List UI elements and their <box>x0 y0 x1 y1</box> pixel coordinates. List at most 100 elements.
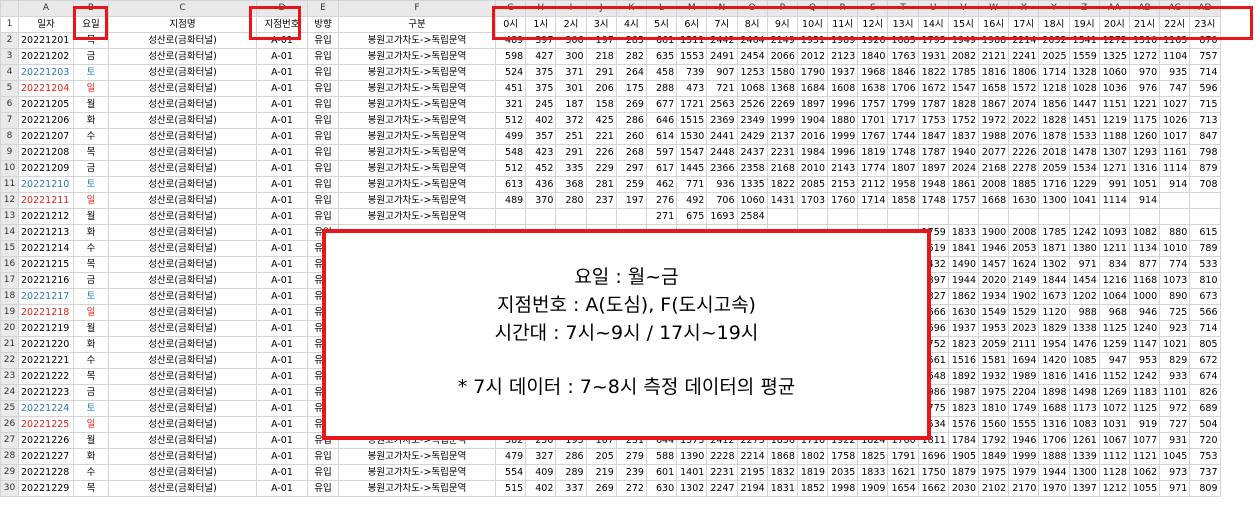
hour-value-cell[interactable]: 1051 <box>1128 176 1161 193</box>
date-cell[interactable]: 20221220 <box>18 336 74 353</box>
hour-value-cell[interactable]: 588 <box>645 448 678 465</box>
direction-cell[interactable]: 유입 <box>307 48 339 65</box>
hour-value-cell[interactable]: 1861 <box>947 176 980 193</box>
hour-value-cell[interactable]: 1867 <box>977 96 1010 113</box>
hour-value-cell[interactable]: 1478 <box>1068 144 1100 161</box>
hour-value-cell[interactable]: 458 <box>645 64 678 81</box>
hour-value-cell[interactable]: 205 <box>585 448 617 465</box>
site-name-cell[interactable]: 성산로(금화터널) <box>108 208 257 225</box>
hour-value-cell[interactable]: 1752 <box>947 112 980 129</box>
hour-value-cell[interactable]: 597 <box>645 144 678 161</box>
column-header-d[interactable]: D <box>256 0 308 17</box>
hour-value-cell[interactable]: 1989 <box>827 32 859 49</box>
direction-cell[interactable]: 유입 <box>307 160 339 177</box>
hour-value-cell[interactable]: 1219 <box>1098 112 1130 129</box>
hour-value-cell[interactable]: 933 <box>1159 368 1191 385</box>
hour-value-cell[interactable]: 1898 <box>1038 384 1070 401</box>
route-cell[interactable]: 봉원고가차도->독립문역 <box>338 464 496 481</box>
date-cell[interactable]: 20221216 <box>18 272 74 289</box>
row-number[interactable]: 29 <box>0 464 19 481</box>
hour-value-cell[interactable]: 1787 <box>917 144 949 161</box>
weekday-cell[interactable]: 수 <box>73 352 109 369</box>
hour-value-cell[interactable]: 2077 <box>977 144 1010 161</box>
hour-value-cell[interactable]: 375 <box>525 80 557 97</box>
hour-value-cell[interactable]: 714 <box>1189 64 1221 81</box>
header-cell[interactable]: 13시 <box>887 16 919 33</box>
hour-value-cell[interactable]: 2491 <box>706 48 738 65</box>
hour-value-cell[interactable]: 269 <box>615 96 647 113</box>
header-cell[interactable]: 5시 <box>645 16 678 33</box>
weekday-cell[interactable]: 목 <box>73 256 109 273</box>
weekday-cell[interactable]: 토 <box>73 176 109 193</box>
column-header-c[interactable]: C <box>108 0 257 17</box>
hour-value-cell[interactable]: 1328 <box>1068 64 1100 81</box>
site-code-cell[interactable]: A-01 <box>256 464 308 481</box>
direction-cell[interactable]: 유입 <box>307 144 339 161</box>
hour-value-cell[interactable]: 1630 <box>947 304 980 321</box>
hour-value-cell[interactable]: 936 <box>706 176 738 193</box>
hour-value-cell[interactable]: 1988 <box>977 128 1010 145</box>
hour-value-cell[interactable]: 630 <box>645 480 678 497</box>
site-code-cell[interactable]: A-01 <box>256 432 308 449</box>
header-cell[interactable]: 20시 <box>1098 16 1130 33</box>
hour-value-cell[interactable]: 175 <box>615 80 647 97</box>
hour-value-cell[interactable] <box>827 208 859 225</box>
hour-value-cell[interactable]: 335 <box>555 160 587 177</box>
hour-value-cell[interactable]: 1067 <box>1098 432 1130 449</box>
hour-value-cell[interactable]: 1721 <box>676 96 708 113</box>
header-cell[interactable]: 요일 <box>73 16 109 33</box>
row-number[interactable]: 23 <box>0 368 19 385</box>
hour-value-cell[interactable]: 1026 <box>1159 112 1191 129</box>
hour-value-cell[interactable]: 972 <box>1159 400 1191 417</box>
column-header-e[interactable]: E <box>307 0 339 17</box>
row-number[interactable]: 30 <box>0 480 19 497</box>
hour-value-cell[interactable] <box>1068 208 1100 225</box>
weekday-cell[interactable]: 일 <box>73 416 109 433</box>
hour-value-cell[interactable]: 1401 <box>676 464 708 481</box>
hour-value-cell[interactable]: 615 <box>1189 224 1221 241</box>
header-cell[interactable]: 지점번호 <box>256 16 308 33</box>
hour-value-cell[interactable]: 1828 <box>1038 112 1070 129</box>
header-cell[interactable]: 14시 <box>917 16 949 33</box>
hour-value-cell[interactable]: 1931 <box>917 48 949 65</box>
site-code-cell[interactable]: A-01 <box>256 400 308 417</box>
hour-value-cell[interactable]: 1841 <box>947 240 980 257</box>
date-cell[interactable]: 20221224 <box>18 400 74 417</box>
hour-value-cell[interactable]: 805 <box>1189 336 1221 353</box>
hour-value-cell[interactable]: 1784 <box>947 432 980 449</box>
hour-value-cell[interactable]: 297 <box>615 160 647 177</box>
hour-value-cell[interactable]: 1031 <box>1098 416 1130 433</box>
site-name-cell[interactable]: 성산로(금화터널) <box>108 448 257 465</box>
header-cell[interactable]: 0시 <box>494 16 527 33</box>
weekday-cell[interactable]: 화 <box>73 224 109 241</box>
hour-value-cell[interactable]: 1932 <box>977 368 1010 385</box>
hour-value-cell[interactable]: 1760 <box>827 192 859 209</box>
hour-value-cell[interactable]: 2143 <box>827 160 859 177</box>
hour-value-cell[interactable]: 1878 <box>1038 128 1070 145</box>
weekday-cell[interactable]: 목 <box>73 368 109 385</box>
column-header-s[interactable]: S <box>857 0 889 17</box>
hour-value-cell[interactable]: 206 <box>585 80 617 97</box>
hour-value-cell[interactable]: 721 <box>706 80 738 97</box>
column-header-l[interactable]: L <box>645 0 678 17</box>
site-name-cell[interactable]: 성산로(금화터널) <box>108 224 257 241</box>
header-cell[interactable]: 22시 <box>1159 16 1191 33</box>
weekday-cell[interactable]: 금 <box>73 48 109 65</box>
hour-value-cell[interactable]: 1457 <box>977 256 1010 273</box>
hour-value-cell[interactable]: 2085 <box>796 176 829 193</box>
hour-value-cell[interactable]: 1703 <box>796 192 829 209</box>
hour-value-cell[interactable]: 1310 <box>1128 32 1161 49</box>
hour-value-cell[interactable]: 1837 <box>947 128 980 145</box>
hour-value-cell[interactable]: 2194 <box>736 480 768 497</box>
hour-value-cell[interactable]: 1885 <box>1008 176 1040 193</box>
hour-value-cell[interactable]: 1300 <box>1038 192 1070 209</box>
hour-value-cell[interactable]: 1010 <box>1159 240 1191 257</box>
hour-value-cell[interactable]: 890 <box>1159 288 1191 305</box>
hour-value-cell[interactable]: 285 <box>615 32 647 49</box>
hour-value-cell[interactable] <box>585 208 617 225</box>
header-cell[interactable]: 21시 <box>1128 16 1161 33</box>
weekday-cell[interactable]: 금 <box>73 272 109 289</box>
hour-value-cell[interactable]: 554 <box>494 464 527 481</box>
hour-value-cell[interactable]: 2024 <box>947 160 980 177</box>
hour-value-cell[interactable]: 1658 <box>977 80 1010 97</box>
